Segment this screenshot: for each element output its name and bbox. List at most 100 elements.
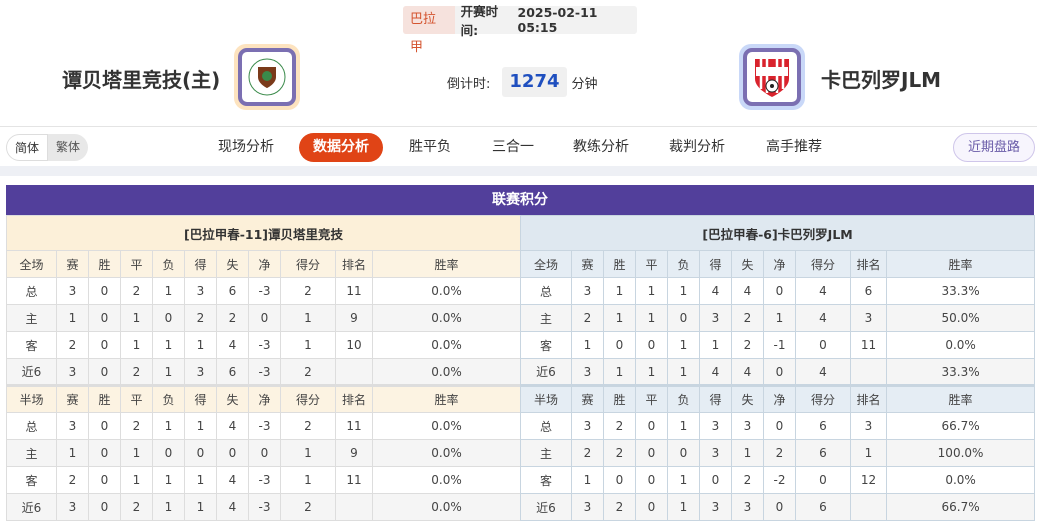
table-cell: 6	[795, 493, 851, 521]
column-header: 排名	[850, 384, 887, 413]
tab-coach-analysis[interactable]: 教练分析	[573, 139, 629, 155]
row-label: 客	[6, 466, 57, 494]
table-cell: 0	[88, 304, 121, 332]
home-team-logo[interactable]	[234, 44, 300, 110]
table-cell: 9	[335, 304, 373, 332]
row-label: 客	[520, 466, 572, 494]
table-cell: 2	[184, 304, 217, 332]
column-header: 得	[699, 250, 732, 278]
table-row-full-away: 客 2 0 1 1 1 4 -3 1 10 0.0%	[6, 331, 521, 359]
away-crest-icon	[755, 59, 789, 97]
table-cell: 6	[795, 412, 851, 440]
row-label: 近6	[6, 493, 57, 521]
table-cell: 1	[184, 412, 217, 440]
countdown-label: 倒计时:	[447, 76, 491, 92]
table-cell: 0	[635, 466, 668, 494]
table-cell: 0.0%	[372, 331, 521, 359]
table-cell: 0	[795, 331, 851, 359]
table-cell: 0	[216, 439, 249, 467]
table-row-half-away: 客 1 0 0 1 0 2 -2 0 12 0.0%	[520, 466, 1036, 494]
column-header: 赛	[571, 384, 604, 413]
tab-expert-picks[interactable]: 高手推荐	[766, 139, 822, 155]
tab-live-analysis[interactable]: 现场分析	[218, 139, 274, 155]
lang-simplified[interactable]: 简体	[6, 134, 49, 161]
column-header: 胜率	[885, 250, 1036, 278]
table-cell: 1	[120, 439, 153, 467]
table-cell: -3	[248, 466, 281, 494]
table-cell: 50.0%	[885, 304, 1036, 332]
half-header-row: 半场赛胜平负得失净得分 排名 胜率	[520, 384, 1036, 413]
tab-referee-analysis[interactable]: 裁判分析	[669, 139, 725, 155]
column-header: 赛	[56, 250, 89, 278]
table-cell	[335, 358, 373, 386]
table-cell: 0.0%	[885, 331, 1036, 359]
table-cell: 3	[184, 277, 217, 305]
tab-three-in-one[interactable]: 三合一	[492, 139, 534, 155]
table-cell: 4	[699, 358, 732, 386]
column-header: 胜	[88, 384, 121, 413]
table-cell: 6	[216, 277, 249, 305]
table-cell: 1	[120, 331, 153, 359]
table-cell: 1	[603, 304, 636, 332]
table-cell: 11	[335, 412, 373, 440]
table-cell: 2	[120, 277, 153, 305]
table-cell: 0.0%	[372, 277, 521, 305]
table-cell: 1	[571, 331, 604, 359]
home-team-name[interactable]: 谭贝塔里竞技(主)	[62, 68, 221, 92]
away-team-logo[interactable]	[739, 44, 805, 110]
table-cell: 0	[763, 493, 796, 521]
tab-win-draw-loss[interactable]: 胜平负	[409, 139, 451, 155]
table-cell: 2	[731, 304, 764, 332]
table-cell: 0	[248, 304, 281, 332]
table-cell: 1	[56, 439, 89, 467]
recent-handicap-button[interactable]: 近期盘路	[953, 133, 1035, 162]
table-cell: 0	[603, 331, 636, 359]
lang-traditional[interactable]: 繁体	[56, 140, 81, 154]
table-cell: 2	[216, 304, 249, 332]
table-cell: 2	[120, 493, 153, 521]
table-cell: 4	[216, 466, 249, 494]
league-tag[interactable]: 巴拉甲	[403, 6, 455, 55]
table-cell: 3	[56, 358, 89, 386]
column-header: 全场	[520, 250, 572, 278]
table-cell: 0	[699, 466, 732, 494]
table-cell: 2	[731, 331, 764, 359]
tab-data-analysis[interactable]: 数据分析	[299, 133, 383, 162]
table-cell: 1	[635, 358, 668, 386]
table-cell: 1	[603, 358, 636, 386]
table-cell: 1	[603, 277, 636, 305]
column-header: 负	[152, 250, 185, 278]
table-cell: 0	[88, 358, 121, 386]
table-cell: 3	[56, 412, 89, 440]
table-cell: 1	[152, 493, 185, 521]
table-cell: 0	[88, 412, 121, 440]
table-cell: 4	[731, 277, 764, 305]
table-cell: 2	[120, 412, 153, 440]
language-toggle: 简体 繁体	[6, 134, 89, 161]
table-cell: 2	[603, 493, 636, 521]
table-cell	[850, 493, 887, 521]
table-cell: 2	[280, 493, 336, 521]
column-header: 赛	[56, 384, 89, 413]
table-cell: 0	[248, 439, 281, 467]
table-cell: -2	[763, 466, 796, 494]
table-cell: 3	[731, 412, 764, 440]
column-header: 胜率	[885, 384, 1036, 413]
column-header: 平	[635, 250, 668, 278]
column-header: 半场	[520, 384, 572, 413]
table-cell: 0	[763, 277, 796, 305]
table-cell: 1	[280, 304, 336, 332]
table-cell: 3	[699, 493, 732, 521]
table-cell: 3	[571, 412, 604, 440]
team-header-row: [巴拉甲春-6]卡巴列罗JLM	[519, 215, 1036, 251]
table-cell: 1	[667, 412, 700, 440]
row-label: 总	[6, 277, 57, 305]
away-team-name[interactable]: 卡巴列罗JLM	[821, 68, 942, 92]
table-cell: 4	[216, 412, 249, 440]
table-cell: 0	[667, 304, 700, 332]
table-cell: 0.0%	[372, 304, 521, 332]
column-header: 失	[731, 384, 764, 413]
table-cell	[335, 493, 373, 521]
away-standings-table: [巴拉甲春-6]卡巴列罗JLM 全场赛胜平负得失净得分 排名 胜率总 3 1 1 1 4 4 0 4 6…	[519, 215, 1036, 521]
match-info-badge: 巴拉甲 开赛时间: 2025-02-11 05:15	[403, 4, 637, 55]
